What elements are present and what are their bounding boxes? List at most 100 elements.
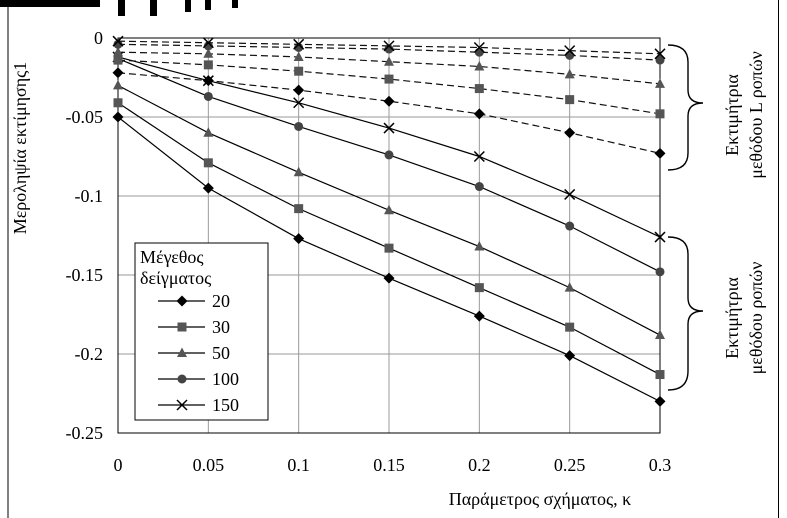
data-point-lmoments-30-3 [384, 74, 394, 84]
y-tick-label-0: 0 [94, 28, 103, 48]
data-point-lmoments-20-3 [383, 95, 395, 107]
data-point-lmoments-30-2 [294, 66, 304, 76]
data-point-moments-20-6 [654, 395, 666, 407]
x-tick-label-1: 0.05 [193, 455, 225, 475]
x-tick-label-2: 0.1 [287, 455, 310, 475]
legend-swatch-marker-150 [176, 399, 188, 411]
legend-item-20: 20 [158, 291, 230, 311]
legend-label-20: 20 [212, 291, 230, 311]
data-point-moments-50-6 [655, 329, 665, 340]
data-point-lmoments-20-4 [473, 108, 485, 120]
legend-title-line1: Μέγεθος [140, 247, 204, 267]
annotation-lmoments-line1: Εκτιμήτρια [722, 74, 742, 156]
x-tick-label-0: 0 [114, 455, 123, 475]
data-point-moments-20-5 [564, 350, 576, 362]
y-tick-label-5: -0.25 [66, 423, 104, 443]
x-tick-label-3: 0.15 [373, 455, 405, 475]
y-tick-labels: 0 -0.05 -0.1 -0.15 -0.2 -0.25 [66, 28, 104, 443]
legend-swatch-marker-30 [177, 322, 187, 332]
legend-swatch-marker-50 [177, 347, 187, 357]
legend-swatch-marker-100 [177, 374, 187, 384]
y-tick-label-4: -0.2 [75, 344, 104, 364]
data-point-moments-20-3 [383, 272, 395, 284]
x-tick-label-6: 0.3 [649, 455, 672, 475]
data-point-moments-50-5 [564, 282, 575, 292]
data-point-moments-50-2 [293, 166, 304, 177]
data-point-lmoments-30-0 [113, 55, 123, 65]
legend-swatch-marker-20 [176, 295, 188, 307]
y-axis-label: Μεροληψία εκτίμησης1 [10, 62, 30, 235]
legend-box [134, 242, 269, 421]
data-point-lmoments-100-5 [565, 50, 575, 60]
y-tick-label-1: -0.05 [66, 107, 104, 127]
data-point-lmoments-150-4 [473, 41, 485, 54]
data-point-lmoments-100-4 [474, 47, 484, 57]
series-lmoments-50 [113, 46, 665, 88]
legend-title-line2: δείγματος [140, 268, 211, 288]
data-point-moments-150-2 [293, 97, 305, 109]
legend-label-150: 150 [212, 395, 239, 415]
legend-item-30: 30 [158, 317, 230, 337]
data-point-lmoments-50-1 [203, 48, 214, 58]
x-tick-label-4: 0.2 [468, 455, 491, 475]
data-point-lmoments-30-1 [203, 60, 213, 70]
plot-area-border [117, 37, 661, 434]
data-point-moments-30-3 [384, 243, 394, 253]
data-point-moments-50-3 [384, 204, 394, 215]
data-point-moments-30-0 [113, 98, 123, 108]
data-point-moments-50-4 [474, 241, 485, 251]
legend-item-150: 150 [158, 395, 239, 415]
series-moments-30 [113, 98, 665, 380]
data-point-moments-30-2 [294, 204, 304, 214]
data-point-moments-20-1 [202, 182, 214, 194]
data-point-lmoments-30-6 [655, 109, 665, 119]
legend-label-100: 100 [212, 369, 239, 389]
data-point-moments-50-0 [113, 79, 123, 90]
data-point-lmoments-150-6 [654, 48, 666, 60]
data-point-moments-100-2 [294, 121, 304, 131]
data-point-lmoments-150-1 [202, 37, 214, 49]
data-point-moments-30-5 [565, 322, 575, 332]
clipped-heading-fragment [0, 0, 238, 16]
data-point-lmoments-20-6 [654, 147, 666, 159]
data-point-lmoments-150-3 [383, 40, 395, 52]
data-point-lmoments-50-3 [384, 56, 394, 66]
data-point-moments-100-1 [203, 91, 213, 101]
data-point-lmoments-20-0 [112, 67, 124, 79]
series-lmoments-30 [113, 55, 665, 119]
series-group [112, 35, 666, 407]
legend-label-30: 30 [212, 317, 230, 337]
data-point-lmoments-30-5 [565, 95, 575, 105]
data-point-moments-100-6 [655, 267, 665, 277]
data-point-lmoments-50-2 [293, 51, 304, 61]
data-point-lmoments-30-4 [474, 84, 484, 94]
data-point-moments-150-6 [654, 231, 666, 243]
x-tick-label-5: 0.25 [554, 455, 586, 475]
series-moments-20 [112, 111, 666, 407]
brace-moments [667, 236, 704, 391]
data-point-lmoments-50-5 [564, 68, 575, 79]
data-point-lmoments-100-2 [294, 42, 304, 52]
data-point-lmoments-100-0 [113, 39, 123, 49]
data-point-lmoments-50-0 [113, 46, 123, 57]
data-point-lmoments-100-1 [203, 41, 213, 51]
series-moments-100 [113, 54, 665, 277]
legend-item-50: 50 [158, 343, 230, 363]
y-tick-label-3: -0.15 [66, 265, 104, 285]
data-point-moments-20-4 [473, 310, 485, 322]
annotation-moments-line2: μεθόδου ροπών [746, 262, 766, 375]
data-point-lmoments-20-2 [293, 84, 305, 96]
y-tick-label-2: -0.1 [75, 186, 104, 206]
data-point-lmoments-20-5 [564, 127, 576, 139]
legend-item-100: 100 [158, 369, 239, 389]
data-point-moments-30-1 [203, 158, 213, 168]
data-point-moments-150-5 [564, 188, 576, 200]
series-lmoments-150 [112, 35, 666, 60]
annotation-moments-line1: Εκτιμήτρια [722, 277, 742, 359]
data-point-moments-150-4 [473, 150, 485, 163]
data-point-moments-30-6 [655, 370, 665, 380]
data-point-moments-50-1 [203, 127, 214, 137]
data-point-lmoments-50-4 [474, 60, 485, 71]
series-moments-50 [113, 79, 665, 340]
